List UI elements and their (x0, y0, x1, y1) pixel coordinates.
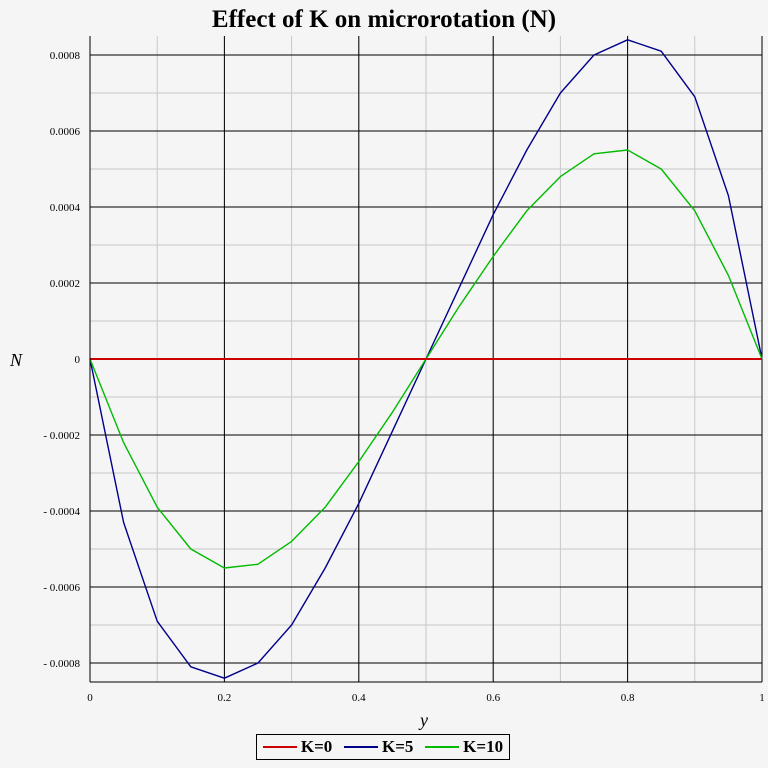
legend-item-k-0: K=0 (262, 737, 333, 757)
x-tick-label: 1 (759, 692, 765, 704)
x-tick-label: 0.6 (486, 692, 500, 704)
y-tick-label: - 0.0004 (43, 506, 80, 518)
x-tick-label: 0.2 (218, 692, 232, 704)
axes (89, 36, 762, 683)
y-axis-label: N (9, 350, 23, 370)
legend-label: K=0 (300, 737, 333, 756)
plot-area: 0 0.2 0.4 0.6 0.8 1 - 0.0008- 0.0006- 0.0004-… (9, 36, 765, 730)
chart-title: Effect of K on microrotation (N) (211, 6, 557, 33)
x-tick-label: 0.8 (621, 692, 635, 704)
x-tick-label: 0.4 (352, 692, 366, 704)
legend-label: K=5 (382, 737, 414, 756)
x-tick-label: 0 (87, 692, 93, 704)
legend-swatch (344, 746, 379, 748)
y-ticks: - 0.0008 - 0.0006 - 0.0004 - 0.0002 0 0.0002 0… (43, 50, 80, 670)
legend-swatch (425, 746, 460, 748)
y-tick-label: - 0.0006 (43, 582, 80, 594)
y-tick-label: 0.0002 (50, 278, 80, 290)
legend-swatch (262, 746, 297, 748)
y-tick-label: 0.0008 (50, 50, 81, 62)
y-tick-label: 0 (75, 354, 81, 366)
x-ticks: 0 0.2 0.4 0.6 0.8 1 (87, 692, 765, 704)
y-tick-label: 0.0004 (50, 202, 81, 214)
y-tick-label: - 0.0008 (43, 658, 80, 670)
legend: K=0 K=5 K=10 (256, 734, 510, 760)
y-tick-label: - 0.0002 (43, 430, 80, 442)
legend-label: K=10 (463, 737, 504, 756)
legend-item-k-5: K=5 (344, 737, 413, 757)
series-lines (89, 39, 763, 679)
x-axis-label: y (418, 710, 428, 730)
legend-item-k-10: K=10 (425, 737, 503, 757)
y-tick-label: 0.0006 (50, 126, 81, 138)
